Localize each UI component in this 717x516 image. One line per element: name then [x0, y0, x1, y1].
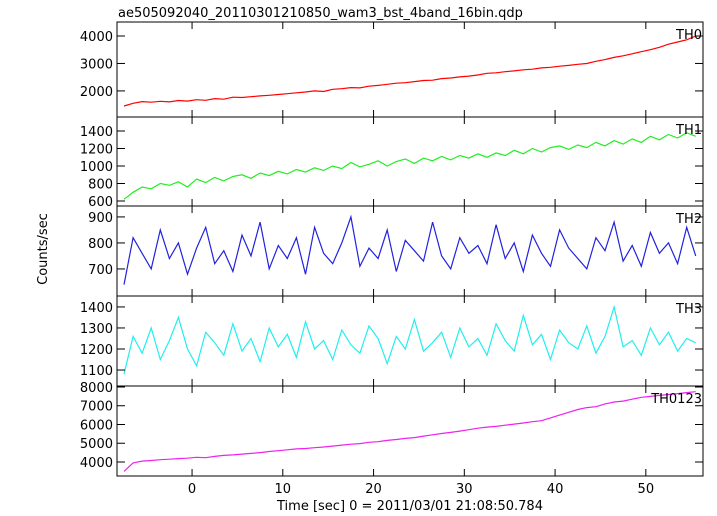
y-tick-label: 1200	[80, 143, 113, 158]
series-label: TH3	[675, 302, 702, 317]
y-tick-label: 7000	[80, 400, 113, 415]
light-curve	[123, 214, 697, 285]
y-tick-label: 1200	[80, 343, 113, 358]
y-tick-label: 4000	[80, 456, 113, 471]
series-label: TH1	[675, 123, 702, 138]
y-tick-label: 6000	[80, 418, 113, 433]
y-tick-label: 1100	[80, 364, 113, 379]
y-tick-label: 2000	[80, 85, 113, 100]
y-tick-label: 5000	[80, 437, 113, 452]
y-tick-label: 1300	[80, 322, 113, 337]
series-label: TH0123	[650, 392, 702, 407]
light-curve	[123, 304, 696, 375]
y-tick-label: 600	[88, 195, 113, 210]
y-tick-label: 3000	[80, 57, 113, 72]
x-axis-label: Time [sec] 0 = 2011/03/01 21:08:50.784	[276, 499, 543, 514]
x-tick-label: 40	[547, 482, 564, 497]
light-curve	[123, 391, 696, 472]
y-tick-label: 1400	[80, 301, 113, 316]
light-curve	[123, 35, 696, 107]
y-tick-label: 900	[88, 211, 113, 226]
y-tick-label: 4000	[80, 30, 113, 45]
x-tick-label: 10	[275, 482, 292, 497]
series-label: TH0	[675, 28, 702, 43]
x-tick-label: 30	[456, 482, 473, 497]
x-tick-label: 20	[365, 482, 382, 497]
y-tick-label: 700	[88, 263, 113, 278]
y-tick-label: 1400	[80, 125, 113, 140]
y-tick-label: 1000	[80, 160, 113, 175]
panel-frame	[116, 205, 704, 297]
x-tick-label: 50	[638, 482, 655, 497]
light-curve	[123, 132, 696, 200]
x-tick-label: 0	[188, 482, 196, 497]
chart-title: ae505092040_20110301210850_wam3_bst_4ban…	[118, 6, 523, 21]
panel-frame	[116, 21, 704, 118]
y-axis-label: Counts/sec	[36, 213, 51, 285]
y-tick-label: 8000	[80, 381, 113, 396]
y-tick-label: 800	[88, 178, 113, 193]
panel-frame	[116, 385, 704, 477]
series-label: TH2	[675, 212, 702, 227]
y-tick-label: 800	[88, 237, 113, 252]
